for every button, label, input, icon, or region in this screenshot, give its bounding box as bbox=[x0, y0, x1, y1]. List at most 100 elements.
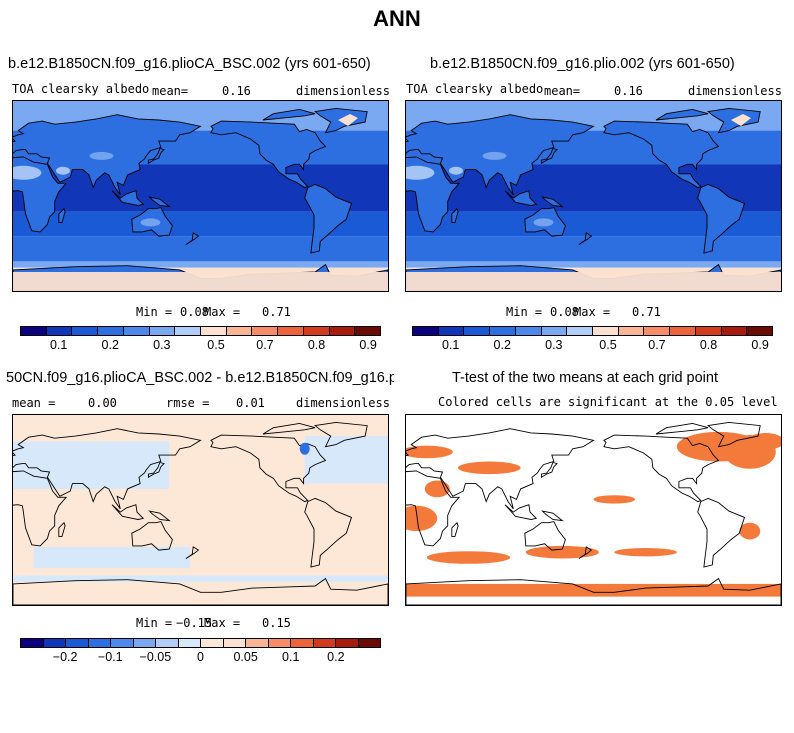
significant-region bbox=[458, 461, 521, 475]
colorbar-cell bbox=[133, 639, 156, 647]
land-arctic_isl bbox=[262, 422, 316, 435]
colorbar-cell bbox=[413, 327, 439, 335]
panel3-mean-label: mean = bbox=[12, 396, 56, 410]
sahara-high-albedo bbox=[406, 165, 435, 180]
colorbar-tick-label: 0 bbox=[197, 650, 204, 664]
land-newguinea bbox=[148, 510, 171, 522]
panel2-map bbox=[405, 100, 782, 292]
land-namerica bbox=[603, 120, 720, 189]
panel1-variable: TOA clearsky albedo bbox=[12, 82, 150, 96]
land-australia bbox=[131, 521, 173, 551]
panel3-max-value: 0.15 bbox=[262, 616, 291, 630]
colorbar-cell bbox=[695, 327, 722, 335]
land-uk bbox=[13, 138, 16, 143]
panel1-max-label: Max = bbox=[204, 305, 241, 319]
colorbar-tick-label: −0.1 bbox=[97, 650, 123, 664]
colorbar-tick-label: 0.1 bbox=[49, 338, 68, 352]
colorbar-cell bbox=[515, 327, 542, 335]
land-madagascar bbox=[451, 521, 459, 537]
panel2-max-value: 0.71 bbox=[632, 305, 661, 319]
antarctic-ice bbox=[13, 272, 388, 291]
panel3-rmse-value: 0.01 bbox=[236, 396, 265, 410]
sahara-high-albedo bbox=[13, 165, 42, 180]
colorbar-cell bbox=[149, 327, 176, 335]
land-japan bbox=[147, 147, 165, 165]
colorbar-cell bbox=[21, 639, 44, 647]
colorbar-tick-label: 0.5 bbox=[207, 338, 225, 352]
central-asia-high-albedo bbox=[89, 151, 114, 160]
greenland-ice bbox=[338, 114, 358, 126]
colorbar-cell bbox=[438, 327, 465, 335]
colorbar-cell bbox=[123, 327, 150, 335]
land-australia bbox=[524, 521, 566, 551]
panel2-min-label: Min = bbox=[506, 305, 543, 319]
colorbar-tick-label: 0.2 bbox=[327, 650, 345, 664]
colorbar-tick-label: 0.8 bbox=[307, 338, 326, 352]
colorbar-cell bbox=[593, 327, 619, 335]
colorbar-cell bbox=[747, 327, 773, 335]
colorbar-cell bbox=[88, 639, 111, 647]
significant-region bbox=[739, 522, 761, 540]
colorbar-cell bbox=[66, 639, 89, 647]
colorbar-cell bbox=[618, 327, 645, 335]
land-samerica bbox=[304, 497, 353, 568]
land-arctic_isl bbox=[655, 108, 709, 121]
colorbar-cell bbox=[336, 639, 359, 647]
colorbar-cell bbox=[21, 327, 47, 335]
significant-region bbox=[746, 433, 781, 450]
panel3-units: dimensionless bbox=[296, 396, 390, 410]
page-title: ANN bbox=[373, 6, 421, 31]
colorbar-tick-label: 0.9 bbox=[359, 338, 377, 352]
land-africa bbox=[406, 470, 461, 547]
panel2-units: dimensionless bbox=[688, 84, 782, 98]
colorbar-cell bbox=[268, 639, 291, 647]
colorbar-tick-label: 0.7 bbox=[256, 338, 274, 352]
panel3-min-label: Min = bbox=[136, 616, 173, 630]
land-indonesia bbox=[111, 190, 145, 206]
colorbar-cell bbox=[670, 327, 696, 335]
colorbar-cell bbox=[278, 327, 304, 335]
colorbar-cell bbox=[358, 639, 380, 647]
colorbar-cell bbox=[246, 639, 269, 647]
colorbar-tick-label: 0.9 bbox=[751, 338, 769, 352]
zone-band bbox=[406, 236, 781, 262]
zone-band bbox=[13, 261, 388, 268]
colorbar-cell bbox=[721, 327, 748, 335]
panel1-map bbox=[12, 100, 389, 292]
colorbar-cell bbox=[329, 327, 356, 335]
land-samerica bbox=[697, 183, 746, 254]
land-indonesia bbox=[111, 504, 145, 520]
land-indonesia bbox=[504, 190, 538, 206]
significant-region bbox=[525, 545, 599, 559]
panel3-colorbar bbox=[20, 638, 381, 648]
significant-region bbox=[406, 583, 781, 597]
australia-high-albedo bbox=[140, 218, 161, 227]
land-newguinea bbox=[541, 196, 564, 208]
land-madagascar bbox=[58, 521, 66, 537]
colorbar-cell bbox=[313, 639, 336, 647]
colorbar-cell bbox=[252, 327, 279, 335]
colorbar-cell bbox=[111, 639, 134, 647]
colorbar-tick-label: 0.3 bbox=[545, 338, 563, 352]
panel1-colorbar bbox=[20, 326, 381, 336]
colorbar-cell bbox=[291, 639, 314, 647]
colorbar-cell bbox=[490, 327, 516, 335]
land-antarctica bbox=[13, 577, 388, 605]
land-newguinea bbox=[148, 196, 171, 208]
land-uk bbox=[13, 452, 16, 457]
panel1-min-value: 0.08 bbox=[180, 305, 209, 319]
panel1-min-label: Min = bbox=[136, 305, 173, 319]
land-namerica bbox=[210, 120, 327, 189]
colorbar-cell bbox=[226, 327, 253, 335]
panel3-title: 50CN.f09_g16.plioCA_BSC.002 - b.e12.B185… bbox=[6, 370, 394, 386]
land-japan bbox=[540, 147, 558, 165]
colorbar-cell bbox=[156, 639, 179, 647]
colorbar-tick-label: 0.5 bbox=[599, 338, 617, 352]
panel1-mean-value: 0.16 bbox=[222, 84, 251, 98]
panel2-title: b.e12.B1850CN.f09_g16.plio.002 (yrs 601-… bbox=[430, 56, 735, 72]
land-newguinea bbox=[541, 510, 564, 522]
significant-region bbox=[424, 480, 450, 498]
panel3-map bbox=[12, 414, 389, 606]
colorbar-cell bbox=[72, 327, 99, 335]
colorbar-cell bbox=[644, 327, 671, 335]
